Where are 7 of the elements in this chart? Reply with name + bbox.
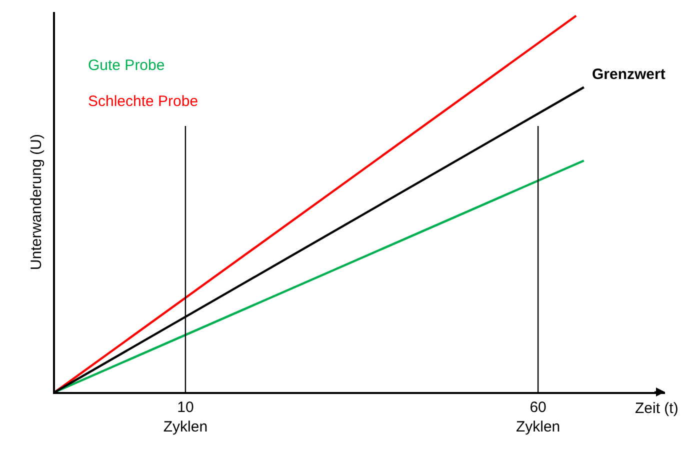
text: Schlechte Probe — [88, 93, 198, 110]
x-tick-label: 10 Zyklen — [163, 398, 208, 436]
x-axis-title: Zeit (t) — [635, 400, 678, 417]
y-axis-title: Unterwanderung (U) — [28, 134, 45, 270]
x-tick-label: 60 Zyklen — [516, 398, 560, 436]
text: Gute Probe — [88, 57, 165, 74]
series-label: Grenzwert — [592, 66, 666, 83]
